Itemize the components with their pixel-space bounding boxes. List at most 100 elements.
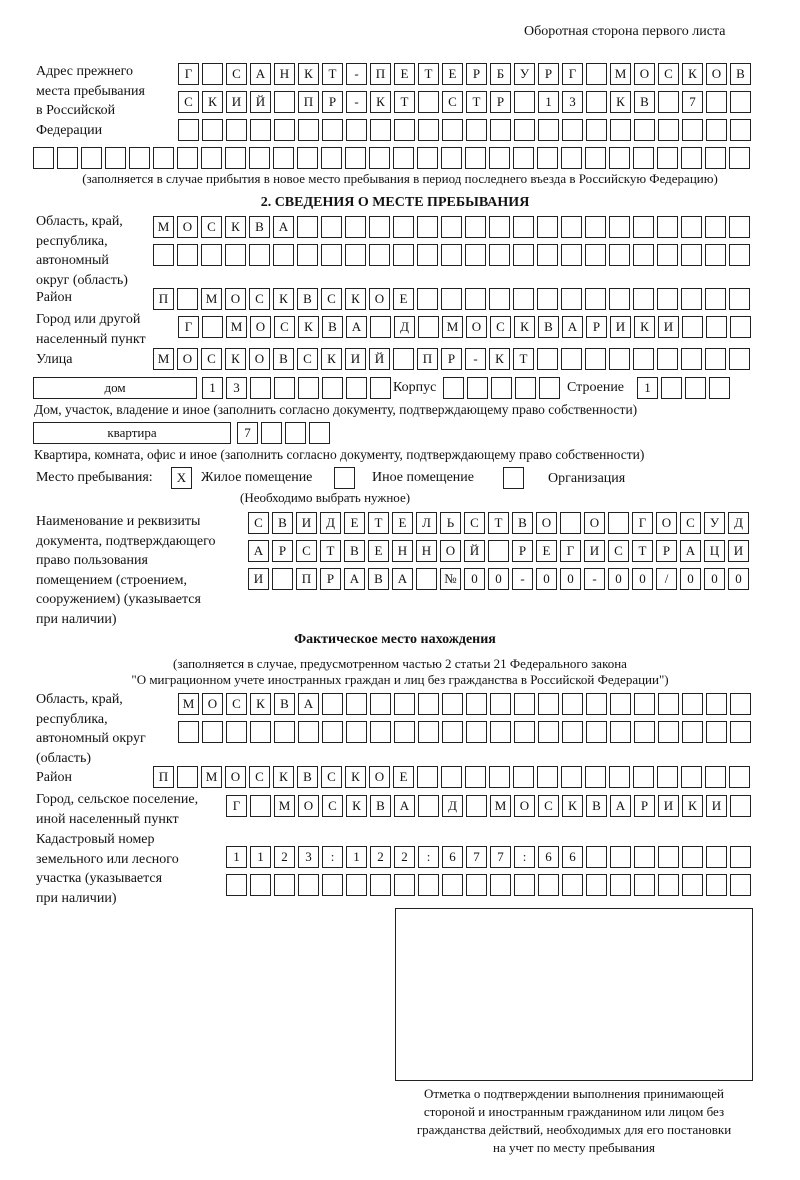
char-cell[interactable] [585,216,606,238]
char-cell[interactable] [201,244,222,266]
char-cell[interactable] [274,119,295,141]
char-cell[interactable]: Д [320,512,341,534]
char-cell[interactable] [633,147,654,169]
char-cell[interactable] [489,244,510,266]
char-cell[interactable] [585,766,606,788]
char-cell[interactable]: А [680,540,701,562]
char-cell[interactable] [586,846,607,868]
char-cell[interactable]: Г [632,512,653,534]
char-cell[interactable]: Г [560,540,581,562]
char-cell[interactable] [177,288,198,310]
char-cell[interactable] [706,721,727,743]
place-option-other-checkbox[interactable] [334,467,355,489]
char-cell[interactable]: Е [394,63,415,85]
char-cell[interactable]: 1 [250,846,271,868]
char-cell[interactable]: 6 [538,846,559,868]
char-cell[interactable] [345,216,366,238]
char-cell[interactable]: В [249,216,270,238]
char-cell[interactable] [465,288,486,310]
char-cell[interactable] [633,288,654,310]
char-cell[interactable] [634,846,655,868]
char-cell[interactable] [418,119,439,141]
char-cell[interactable] [658,874,679,896]
char-cell[interactable]: М [201,766,222,788]
char-cell[interactable]: К [225,348,246,370]
char-cell[interactable]: В [368,568,389,590]
char-cell[interactable]: М [442,316,463,338]
char-cell[interactable] [394,119,415,141]
char-cell[interactable]: О [706,63,727,85]
char-cell[interactable] [250,874,271,896]
char-cell[interactable]: Н [274,63,295,85]
char-cell[interactable]: А [346,316,367,338]
char-cell[interactable]: К [346,795,367,817]
char-cell[interactable]: Н [416,540,437,562]
char-cell[interactable] [537,766,558,788]
char-cell[interactable] [705,348,726,370]
char-cell[interactable] [297,244,318,266]
char-cell[interactable]: С [249,288,270,310]
char-cell[interactable] [202,63,223,85]
char-cell[interactable] [657,216,678,238]
char-cell[interactable] [658,721,679,743]
char-cell[interactable]: К [202,91,223,113]
char-cell[interactable] [658,119,679,141]
char-cell[interactable]: 1 [538,91,559,113]
char-cell[interactable] [608,512,629,534]
char-cell[interactable] [658,91,679,113]
char-cell[interactable]: Й [250,91,271,113]
char-cell[interactable] [657,147,678,169]
char-cell[interactable]: Е [442,63,463,85]
char-cell[interactable] [297,147,318,169]
char-cell[interactable]: А [273,216,294,238]
char-cell[interactable] [609,288,630,310]
char-cell[interactable]: С [249,766,270,788]
char-cell[interactable] [730,795,751,817]
char-cell[interactable] [610,721,631,743]
char-cell[interactable] [706,316,727,338]
char-cell[interactable]: М [490,795,511,817]
char-cell[interactable] [729,288,750,310]
char-cell[interactable] [249,244,270,266]
char-cell[interactable]: О [369,288,390,310]
char-cell[interactable] [514,693,535,715]
char-cell[interactable] [513,147,534,169]
char-cell[interactable] [442,721,463,743]
char-cell[interactable]: Г [562,63,583,85]
char-cell[interactable] [489,216,510,238]
char-cell[interactable] [682,119,703,141]
char-cell[interactable] [321,216,342,238]
char-cell[interactable] [322,377,343,399]
char-cell[interactable] [298,119,319,141]
char-cell[interactable] [345,244,366,266]
char-cell[interactable]: О [466,316,487,338]
char-cell[interactable]: О [440,540,461,562]
char-cell[interactable] [274,377,295,399]
char-cell[interactable] [441,244,462,266]
char-cell[interactable] [538,874,559,896]
char-cell[interactable] [538,693,559,715]
char-cell[interactable]: С [490,316,511,338]
char-cell[interactable] [274,721,295,743]
char-cell[interactable] [177,147,198,169]
char-cell[interactable]: 0 [704,568,725,590]
char-cell[interactable]: К [273,766,294,788]
char-cell[interactable] [562,693,583,715]
char-cell[interactable] [309,422,330,444]
char-cell[interactable] [416,568,437,590]
char-cell[interactable]: 0 [464,568,485,590]
char-cell[interactable]: А [344,568,365,590]
char-cell[interactable]: С [608,540,629,562]
char-cell[interactable] [346,721,367,743]
char-cell[interactable]: Т [394,91,415,113]
char-cell[interactable] [466,874,487,896]
char-cell[interactable] [730,846,751,868]
char-cell[interactable]: С [658,63,679,85]
char-cell[interactable]: О [369,766,390,788]
char-cell[interactable] [658,846,679,868]
char-cell[interactable]: К [562,795,583,817]
char-cell[interactable] [417,766,438,788]
char-cell[interactable] [418,721,439,743]
char-cell[interactable] [490,721,511,743]
char-cell[interactable]: 3 [562,91,583,113]
